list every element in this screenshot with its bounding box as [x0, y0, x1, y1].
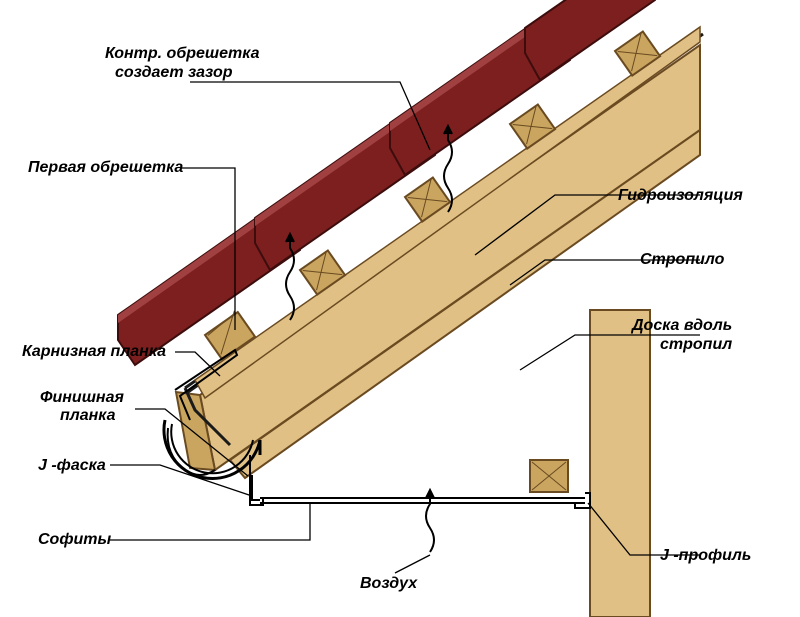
soffit-panel: [260, 498, 585, 503]
label-j-profil: J -профиль: [660, 547, 751, 564]
label-gidro: Гидроизоляция: [618, 187, 743, 204]
label-kontr-obreshetka-2: создает зазор: [115, 64, 233, 81]
wall: [590, 310, 650, 617]
label-finishnaya-2: планка: [60, 407, 116, 424]
label-doska-1: Доска вдоль: [630, 317, 732, 334]
label-stropilo: Стропило: [640, 251, 725, 268]
label-vozdukh: Воздух: [360, 575, 418, 592]
soffit-block: [530, 460, 568, 492]
label-kontr-obreshetka-1: Контр. обрешетка: [105, 45, 260, 62]
label-j-faska: J -фаска: [38, 457, 106, 474]
roof-eave-diagram: Контр. обрешетка создает зазор Первая об…: [0, 0, 800, 617]
label-finishnaya-1: Финишная: [40, 389, 124, 406]
label-doska-2: стропил: [660, 336, 732, 353]
j-profile: [575, 493, 590, 508]
label-karniznaya-planka: Карнизная планка: [22, 343, 166, 360]
label-sofity: Софиты: [38, 531, 111, 548]
label-pervaya-obreshetka: Первая обрешетка: [28, 159, 183, 176]
